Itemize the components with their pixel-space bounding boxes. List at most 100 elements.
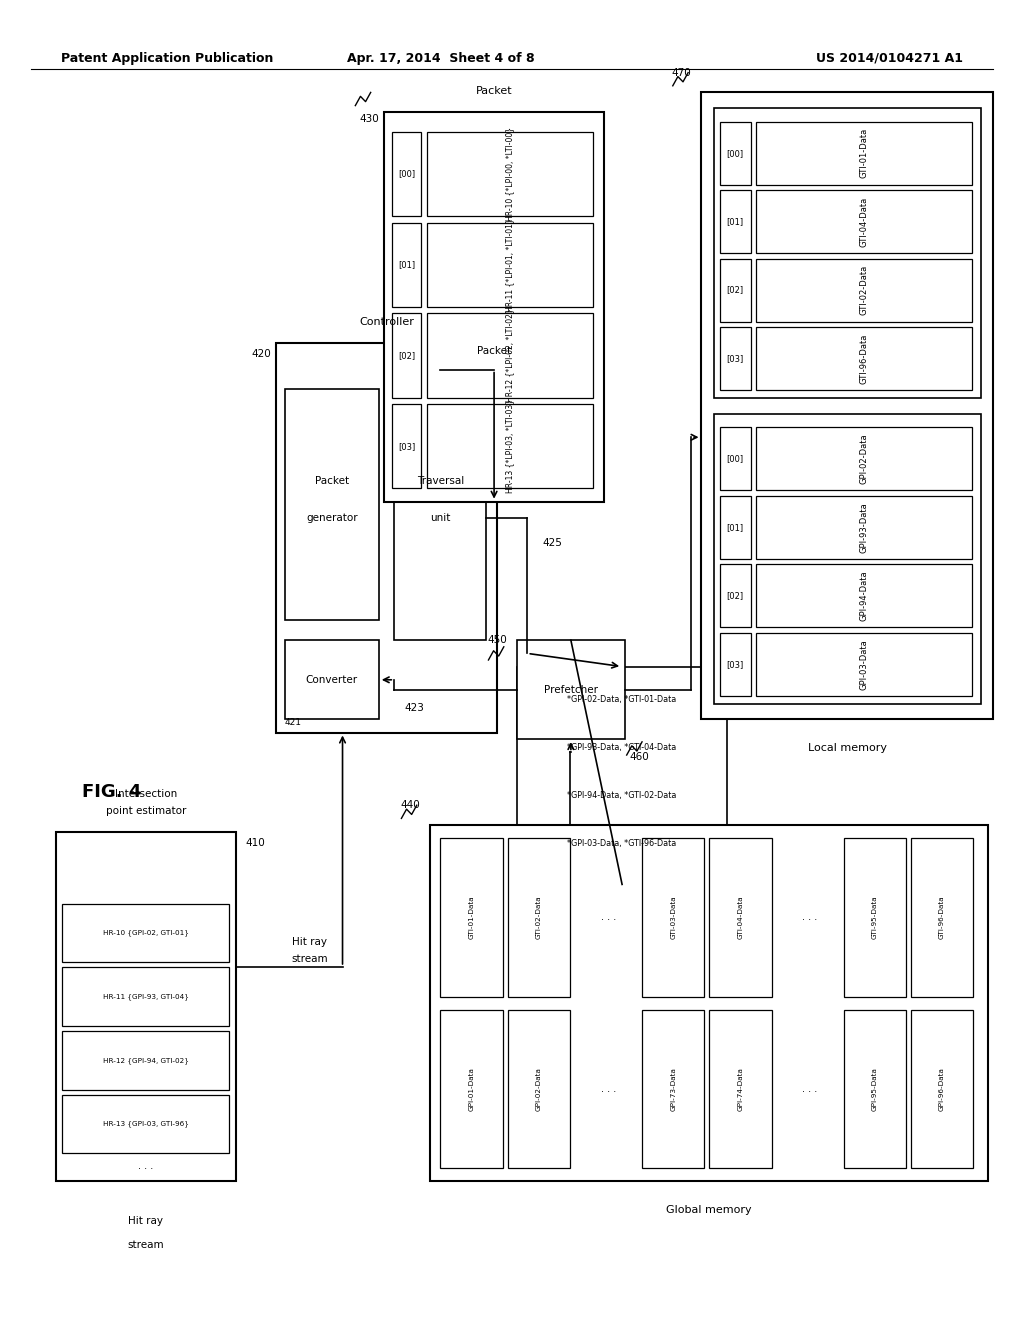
Bar <box>756 190 972 253</box>
Text: . . .: . . . <box>138 1160 154 1171</box>
Text: [01]: [01] <box>398 260 415 269</box>
Text: GPI-94-Data: GPI-94-Data <box>859 570 868 620</box>
Text: GTI-95-Data: GTI-95-Data <box>871 895 878 940</box>
Bar <box>756 121 972 185</box>
Bar <box>701 92 993 719</box>
Bar <box>62 1094 229 1154</box>
Text: [01]: [01] <box>727 216 743 226</box>
Bar <box>62 968 229 1026</box>
Bar <box>720 632 751 696</box>
Text: 450: 450 <box>487 635 507 645</box>
Bar <box>720 428 751 490</box>
Text: 470: 470 <box>672 67 691 78</box>
Text: GPI-01-Data: GPI-01-Data <box>469 1067 474 1111</box>
Text: [02]: [02] <box>727 285 743 294</box>
Bar <box>508 1010 570 1168</box>
Text: HR-10 {*LPI-00, *LTI-00}: HR-10 {*LPI-00, *LTI-00} <box>506 127 514 220</box>
Text: Global memory: Global memory <box>667 1205 752 1216</box>
Bar <box>517 640 625 739</box>
Text: GTI-04-Data: GTI-04-Data <box>737 895 743 940</box>
Text: . . .: . . . <box>601 1084 616 1094</box>
Bar <box>285 389 379 620</box>
Bar <box>720 496 751 558</box>
Text: GTI-96-Data: GTI-96-Data <box>859 334 868 384</box>
Bar <box>430 825 988 1181</box>
Text: Packet: Packet <box>477 346 512 356</box>
Bar <box>709 1010 772 1168</box>
Bar <box>56 832 236 1181</box>
Text: FIG. 4: FIG. 4 <box>82 783 141 801</box>
Text: GTI-96-Data: GTI-96-Data <box>939 895 945 940</box>
Text: unit: unit <box>430 513 451 523</box>
Text: [03]: [03] <box>398 442 415 450</box>
Text: [03]: [03] <box>727 660 743 669</box>
Text: GPI-73-Data: GPI-73-Data <box>670 1067 676 1111</box>
Text: stream: stream <box>291 954 328 964</box>
Text: 460: 460 <box>630 752 649 763</box>
Text: GPI-03-Data: GPI-03-Data <box>859 639 868 689</box>
Text: HR-10 {GPI-02, GTI-01}: HR-10 {GPI-02, GTI-01} <box>103 929 188 936</box>
Bar <box>384 112 604 502</box>
Bar <box>427 223 593 308</box>
Text: . . .: . . . <box>601 912 616 923</box>
Text: [02]: [02] <box>398 351 415 360</box>
Bar <box>910 838 973 997</box>
Bar <box>276 343 497 733</box>
Text: HR-11 {*LPI-01, *LTI-01}: HR-11 {*LPI-01, *LTI-01} <box>506 218 514 312</box>
Bar <box>720 259 751 322</box>
Text: 440: 440 <box>400 800 420 810</box>
Text: 423: 423 <box>404 704 424 713</box>
Bar <box>62 904 229 962</box>
Text: [02]: [02] <box>727 591 743 601</box>
Bar <box>285 640 379 719</box>
Bar <box>844 838 906 997</box>
Bar <box>642 1010 705 1168</box>
Text: *GPI-03-Data, *GTI-96-Data: *GPI-03-Data, *GTI-96-Data <box>567 838 677 847</box>
Text: US 2014/0104271 A1: US 2014/0104271 A1 <box>815 51 963 65</box>
Text: GTI-02-Data: GTI-02-Data <box>536 895 542 940</box>
Bar <box>517 667 727 884</box>
Text: HR-13 {*LPI-03, *LTI-03}: HR-13 {*LPI-03, *LTI-03} <box>506 399 514 494</box>
Bar <box>756 564 972 627</box>
Text: *GPI-02-Data, *GTI-01-Data: *GPI-02-Data, *GTI-01-Data <box>567 696 677 704</box>
Text: Patent Application Publication: Patent Application Publication <box>61 51 273 65</box>
Text: Packet: Packet <box>476 86 512 96</box>
Bar <box>756 327 972 391</box>
Text: HR-11 {GPI-93, GTI-04}: HR-11 {GPI-93, GTI-04} <box>103 993 188 1001</box>
Text: Traversal: Traversal <box>417 477 464 486</box>
Bar <box>720 327 751 391</box>
Bar <box>427 313 593 397</box>
Bar <box>756 496 972 558</box>
Text: 421: 421 <box>285 718 302 727</box>
Text: . . .: . . . <box>802 912 817 923</box>
Bar <box>756 428 972 490</box>
Text: [00]: [00] <box>398 169 415 178</box>
Text: [00]: [00] <box>727 149 743 157</box>
Text: . . .: . . . <box>802 1084 817 1094</box>
Text: HR-12 {GPI-94, GTI-02}: HR-12 {GPI-94, GTI-02} <box>103 1057 188 1064</box>
Text: Local memory: Local memory <box>808 743 887 754</box>
Bar <box>440 838 503 997</box>
Text: GPI-74-Data: GPI-74-Data <box>737 1067 743 1111</box>
Bar <box>910 1010 973 1168</box>
Text: Apr. 17, 2014  Sheet 4 of 8: Apr. 17, 2014 Sheet 4 of 8 <box>346 51 535 65</box>
Bar <box>392 132 421 216</box>
Bar <box>508 838 570 997</box>
Bar <box>62 1031 229 1090</box>
Text: HR-13 {GPI-03, GTI-96}: HR-13 {GPI-03, GTI-96} <box>103 1121 188 1127</box>
Text: 420: 420 <box>252 348 271 359</box>
Bar <box>714 108 981 399</box>
Text: GTI-04-Data: GTI-04-Data <box>859 197 868 247</box>
Text: [01]: [01] <box>727 523 743 532</box>
Text: GPI-02-Data: GPI-02-Data <box>536 1067 542 1111</box>
Text: Intersection: Intersection <box>115 788 177 799</box>
Bar <box>709 838 772 997</box>
Text: Hit ray: Hit ray <box>292 937 327 948</box>
Text: GPI-02-Data: GPI-02-Data <box>859 433 868 484</box>
Text: GTI-01-Data: GTI-01-Data <box>469 895 474 940</box>
Bar <box>392 223 421 308</box>
Bar <box>844 1010 906 1168</box>
Text: [00]: [00] <box>727 454 743 463</box>
Bar <box>392 404 421 488</box>
Bar <box>756 259 972 322</box>
